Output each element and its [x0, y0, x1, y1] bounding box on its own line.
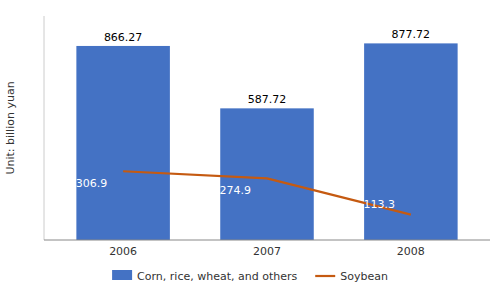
line-label: 274.9 — [220, 184, 252, 197]
bar-label: 877.72 — [392, 28, 431, 41]
bar — [220, 108, 314, 240]
legend-swatch — [315, 275, 335, 277]
legend: Corn, rice, wheat, and others Soybean — [112, 270, 388, 283]
chart: 866.27 587.72 877.72 306.9 274.9 113.3 2006 200… — [0, 0, 500, 294]
legend-swatch — [112, 270, 132, 280]
x-tick-label: 2006 — [109, 245, 137, 258]
bar — [76, 46, 170, 240]
bar — [364, 43, 458, 240]
x-tick-label: 2007 — [253, 245, 281, 258]
legend-label: Soybean — [340, 270, 388, 283]
x-tick-label: 2008 — [397, 245, 425, 258]
bar-label: 866.27 — [104, 31, 143, 44]
line-label: 306.9 — [76, 177, 108, 190]
y-axis-line — [44, 16, 45, 240]
data-labels: 866.27 587.72 877.72 306.9 274.9 113.3 — [76, 28, 430, 210]
line-label: 113.3 — [363, 198, 395, 211]
legend-item: Soybean — [315, 270, 388, 283]
bar-label: 587.72 — [248, 93, 287, 106]
legend-item: Corn, rice, wheat, and others — [112, 270, 297, 283]
y-axis-label: Unit: billion yuan — [4, 81, 17, 174]
x-axis-line — [44, 240, 490, 241]
legend-label: Corn, rice, wheat, and others — [137, 270, 297, 283]
line — [123, 171, 411, 214]
marks — [76, 43, 457, 240]
